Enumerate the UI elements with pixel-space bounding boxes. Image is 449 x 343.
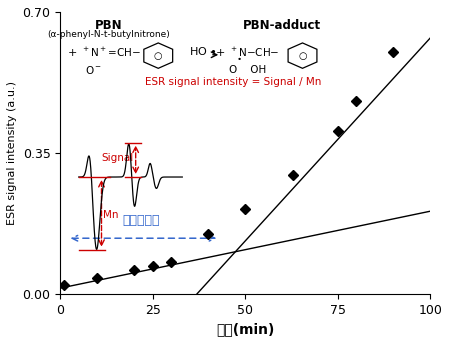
Text: O$^-$: O$^-$	[85, 64, 102, 76]
Text: ○: ○	[298, 51, 307, 61]
Text: Mn: Mn	[103, 210, 119, 220]
Text: $^+$N$-$CH$-$: $^+$N$-$CH$-$	[229, 46, 279, 59]
Text: Signal: Signal	[101, 153, 134, 163]
Text: HO $\bullet$: HO $\bullet$	[189, 45, 216, 57]
Text: ラグタイム: ラグタイム	[123, 214, 160, 227]
Text: $+$: $+$	[215, 47, 225, 58]
Text: $^+$N$^+$=CH$-$: $^+$N$^+$=CH$-$	[80, 46, 141, 59]
Text: $+$: $+$	[67, 47, 77, 58]
Text: PBN-adduct: PBN-adduct	[243, 19, 321, 32]
Text: (α-phenyl-N-t-butylnitrone): (α-phenyl-N-t-butylnitrone)	[47, 30, 170, 39]
Text: ESR signal intensity = Signal / Mn: ESR signal intensity = Signal / Mn	[145, 78, 321, 87]
Text: PBN: PBN	[94, 19, 122, 32]
X-axis label: 時間(min): 時間(min)	[216, 322, 274, 336]
Text: O    OH: O OH	[229, 65, 266, 75]
Y-axis label: ESR signal intensity (a.u.): ESR signal intensity (a.u.)	[7, 81, 17, 225]
Text: ○: ○	[154, 51, 163, 61]
Text: $\bullet$: $\bullet$	[236, 53, 242, 62]
